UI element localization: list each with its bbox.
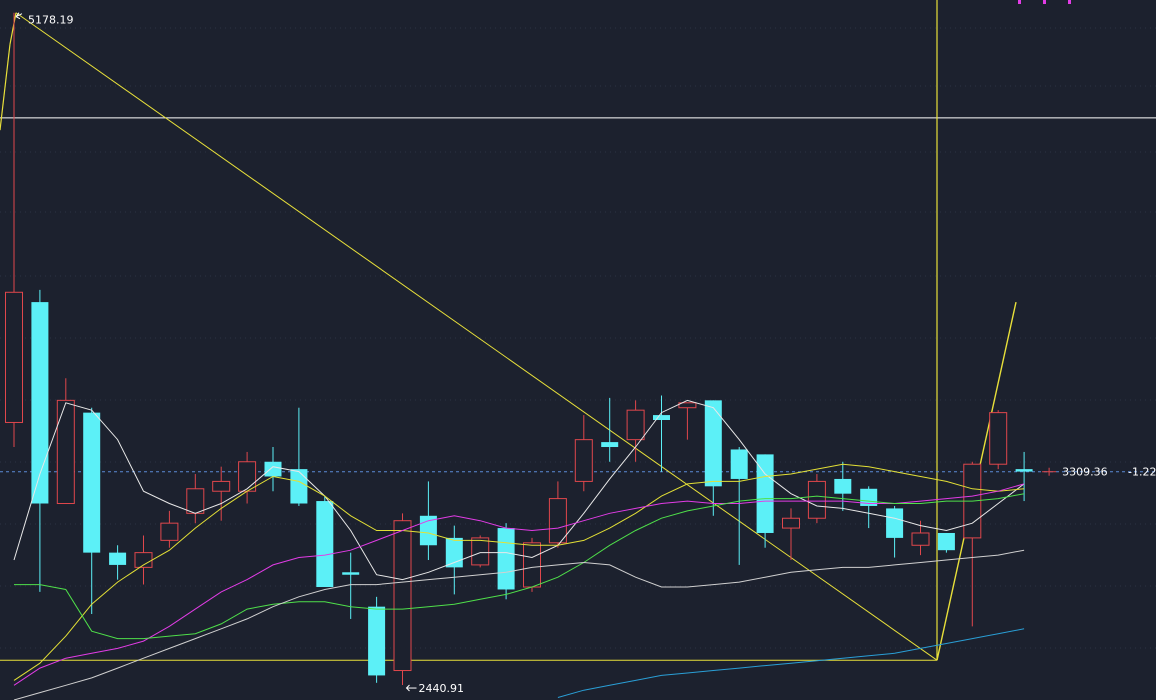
candle-30 [782, 508, 800, 560]
moving-average-ma_gray [13, 549, 1025, 700]
candle-body-17 [445, 537, 463, 568]
candle-32 [834, 461, 852, 511]
high-arrow-mark [15, 12, 23, 20]
candle-body-30 [782, 517, 800, 529]
candle-33 [860, 486, 878, 529]
magenta-marker-1 [1043, 0, 1046, 4]
candle-11 [290, 407, 308, 506]
candle-body-16 [419, 515, 437, 546]
candle-2 [56, 378, 75, 505]
candle-body-28 [730, 449, 748, 479]
price-marks [15, 12, 1057, 692]
candle-27 [704, 400, 722, 516]
candle-26 [678, 402, 697, 440]
candle-body-14 [368, 606, 386, 676]
candle-35 [911, 520, 930, 556]
candle-body-7 [186, 488, 205, 514]
trend-line-left-edge [0, 44, 11, 131]
candle-body-24 [626, 409, 645, 441]
candle-36 [937, 532, 955, 553]
candle-1 [31, 289, 49, 592]
candle-22 [574, 415, 593, 492]
candle-body-20 [523, 542, 541, 588]
candle-body-19 [497, 528, 515, 590]
candle-34 [886, 505, 904, 558]
candle-17 [445, 525, 463, 595]
candle-body-6 [160, 522, 179, 541]
candle-body-32 [834, 478, 852, 494]
candle-body-26 [678, 402, 697, 409]
candle-28 [730, 447, 748, 565]
candle-12 [316, 496, 334, 588]
candle-body-3 [83, 412, 101, 553]
moving-averages [13, 399, 1025, 700]
candle-body-34 [886, 508, 904, 538]
candle-body-18 [471, 537, 490, 566]
candle-body-31 [807, 480, 826, 519]
candle-0 [5, 12, 23, 448]
trend-line-left-peak [9, 12, 17, 45]
candle-body-10 [264, 461, 282, 477]
magenta-marker-2 [1068, 0, 1071, 4]
high-price-label: 5178.19 [28, 14, 74, 27]
candle-24 [626, 400, 645, 462]
candle-21 [548, 481, 567, 548]
candle-14 [368, 596, 386, 683]
candle-body-36 [937, 532, 955, 551]
trend-line-down [15, 12, 938, 661]
candle-body-13 [342, 572, 360, 575]
candle-body-21 [548, 498, 567, 544]
candle-39 [1015, 451, 1033, 502]
reference-lines [0, 0, 1156, 661]
moving-average-ma_yellow [13, 463, 1025, 681]
candle-10 [264, 447, 282, 492]
low-price-label: 2440.91 [419, 682, 465, 695]
candle-body-38 [989, 412, 1008, 465]
candle-body-9 [238, 461, 257, 492]
candle-31 [807, 474, 826, 524]
candle-body-35 [911, 532, 930, 546]
candle-body-2 [56, 399, 75, 505]
candle-25 [653, 395, 670, 472]
candle-13 [342, 552, 360, 619]
grid-lines [0, 27, 1156, 649]
last-change-label: -1.22 [1128, 466, 1156, 479]
candle-body-12 [316, 501, 334, 588]
candle-body-39 [1015, 469, 1033, 472]
candle-body-25 [653, 415, 670, 420]
moving-average-ma_blue [557, 628, 1025, 698]
candle-7 [186, 474, 205, 524]
candle-3 [83, 407, 101, 615]
candle-38 [989, 410, 1008, 470]
candle-15 [393, 513, 412, 686]
candle-4 [109, 545, 127, 580]
candle-37 [963, 461, 982, 627]
candle-body-0 [5, 291, 23, 423]
candle-body-23 [601, 442, 619, 448]
candle-body-22 [574, 439, 593, 482]
candle-19 [497, 523, 515, 600]
magenta-marker-0 [1018, 0, 1021, 4]
low-arrow-head [405, 684, 410, 692]
top-right-markers [1018, 0, 1071, 4]
candle-6 [160, 510, 179, 548]
moving-average-ma_magenta [13, 483, 1025, 686]
moving-average-ma_green [14, 493, 1025, 640]
moving-average-ma_white [13, 399, 1025, 581]
last-price-label: 3309.36 [1062, 466, 1108, 479]
candle-body-15 [393, 520, 412, 672]
candle-9 [238, 451, 257, 504]
candle-body-29 [756, 454, 774, 533]
candle-body-1 [31, 302, 49, 504]
candle-body-27 [704, 400, 722, 487]
candle-body-8 [212, 480, 231, 492]
candle-5 [134, 535, 153, 585]
candle-8 [212, 466, 231, 521]
candle-23 [601, 397, 619, 462]
candle-20 [523, 537, 541, 592]
candle-body-11 [290, 469, 308, 504]
candle-body-4 [109, 552, 127, 565]
